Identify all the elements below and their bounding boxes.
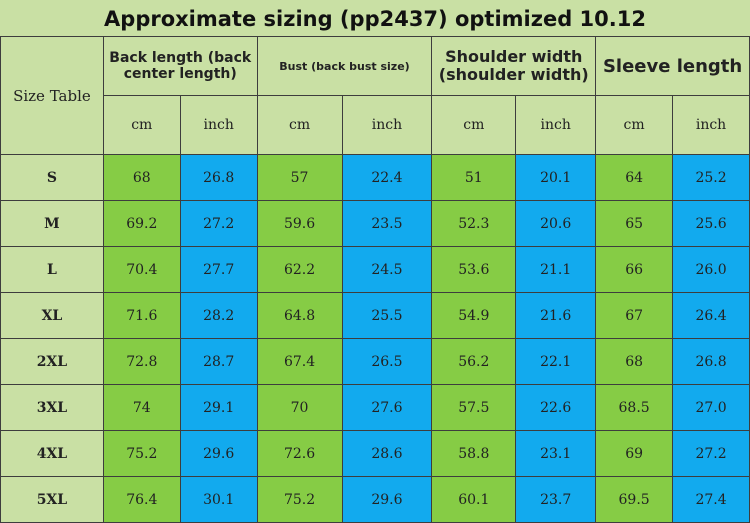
table-row: XL 71.6 28.2 64.8 25.5 54.9 21.6 67 26.4 [0,292,750,339]
cm-value-cell: 53.6 [431,246,517,293]
cm-value-cell: 52.3 [431,200,517,247]
cm-value-cell: 69.2 [102,200,181,247]
size-label: XL [0,292,104,339]
size-label: S [0,154,104,201]
cm-value-cell: 58.8 [431,430,517,477]
cm-value-cell: 72.8 [102,338,181,385]
cm-value-cell: 56.2 [431,338,517,385]
inch-value-cell: 27.2 [672,430,750,477]
table-row: S 68 26.8 57 22.4 51 20.1 64 25.2 [0,154,750,201]
inch-value-cell: 27.7 [179,246,258,293]
unit-label: inch [672,95,750,155]
cm-value-cell: 51 [431,154,517,201]
inch-value-cell: 29.6 [341,476,433,523]
column-header-back-length: Back length (back center length) [102,36,258,96]
size-label: 5XL [0,476,104,523]
table-row: 4XL 75.2 29.6 72.6 28.6 58.8 23.1 69 27.2 [0,430,750,477]
cm-value-cell: 70.4 [102,246,181,293]
inch-value-cell: 26.4 [672,292,750,339]
inch-value-cell: 25.5 [341,292,433,339]
unit-label: inch [515,95,597,155]
cm-value-cell: 67.4 [256,338,343,385]
column-header-bust: Bust (back bust size) [256,36,433,96]
inch-value-cell: 25.6 [672,200,750,247]
size-table-corner-label: Size Table [0,36,104,155]
cm-value-cell: 57 [256,154,343,201]
cm-value-cell: 66 [595,246,674,293]
cm-value-cell: 64.8 [256,292,343,339]
column-header-sleeve-length: Sleeve length [595,36,750,96]
page-title: Approximate sizing (pp2437) optimized 10… [0,0,750,38]
inch-value-cell: 28.7 [179,338,258,385]
cm-value-cell: 65 [595,200,674,247]
inch-value-cell: 25.2 [672,154,750,201]
unit-label: cm [102,95,181,155]
inch-value-cell: 26.8 [672,338,750,385]
inch-value-cell: 29.6 [179,430,258,477]
table-row: 2XL 72.8 28.7 67.4 26.5 56.2 22.1 68 26.8 [0,338,750,385]
size-rows: S 68 26.8 57 22.4 51 20.1 64 25.2 M 69.2 27.2 59.6 23… [0,154,750,523]
cm-value-cell: 68 [595,338,674,385]
cm-value-cell: 69.5 [595,476,674,523]
inch-value-cell: 27.4 [672,476,750,523]
unit-label: inch [179,95,258,155]
inch-value-cell: 26.0 [672,246,750,293]
size-label: 2XL [0,338,104,385]
inch-value-cell: 23.1 [515,430,597,477]
cm-value-cell: 60.1 [431,476,517,523]
inch-value-cell: 22.1 [515,338,597,385]
inch-value-cell: 24.5 [341,246,433,293]
inch-value-cell: 26.8 [179,154,258,201]
inch-value-cell: 27.6 [341,384,433,431]
cm-value-cell: 69 [595,430,674,477]
cm-value-cell: 71.6 [102,292,181,339]
unit-label: cm [595,95,674,155]
cm-value-cell: 75.2 [256,476,343,523]
inch-value-cell: 22.6 [515,384,597,431]
inch-value-cell: 27.2 [179,200,258,247]
cm-value-cell: 72.6 [256,430,343,477]
inch-value-cell: 22.4 [341,154,433,201]
cm-value-cell: 62.2 [256,246,343,293]
cm-value-cell: 68 [102,154,181,201]
inch-value-cell: 27.0 [672,384,750,431]
cm-value-cell: 54.9 [431,292,517,339]
cm-value-cell: 67 [595,292,674,339]
inch-value-cell: 23.5 [341,200,433,247]
table-row: 5XL 76.4 30.1 75.2 29.6 60.1 23.7 69.5 27.4 [0,476,750,523]
inch-value-cell: 26.5 [341,338,433,385]
inch-value-cell: 28.6 [341,430,433,477]
size-table: Size Table Back length (back center leng… [0,36,750,523]
cm-value-cell: 76.4 [102,476,181,523]
cm-value-cell: 70 [256,384,343,431]
inch-value-cell: 21.1 [515,246,597,293]
unit-label: inch [341,95,433,155]
cm-value-cell: 57.5 [431,384,517,431]
inch-value-cell: 30.1 [179,476,258,523]
table-row: 3XL 74 29.1 70 27.6 57.5 22.6 68.5 27.0 [0,384,750,431]
unit-label: cm [256,95,343,155]
cm-value-cell: 64 [595,154,674,201]
cm-value-cell: 59.6 [256,200,343,247]
unit-label: cm [431,95,517,155]
cm-value-cell: 75.2 [102,430,181,477]
column-header-shoulder-width: Shoulder width (shoulder width) [431,36,597,96]
size-label: M [0,200,104,247]
table-row: M 69.2 27.2 59.6 23.5 52.3 20.6 65 25.6 [0,200,750,247]
inch-value-cell: 28.2 [179,292,258,339]
size-label: 3XL [0,384,104,431]
table-row: L 70.4 27.7 62.2 24.5 53.6 21.1 66 26.0 [0,246,750,293]
inch-value-cell: 20.1 [515,154,597,201]
size-label: L [0,246,104,293]
inch-value-cell: 20.6 [515,200,597,247]
size-label: 4XL [0,430,104,477]
inch-value-cell: 29.1 [179,384,258,431]
cm-value-cell: 74 [102,384,181,431]
inch-value-cell: 21.6 [515,292,597,339]
inch-value-cell: 23.7 [515,476,597,523]
cm-value-cell: 68.5 [595,384,674,431]
